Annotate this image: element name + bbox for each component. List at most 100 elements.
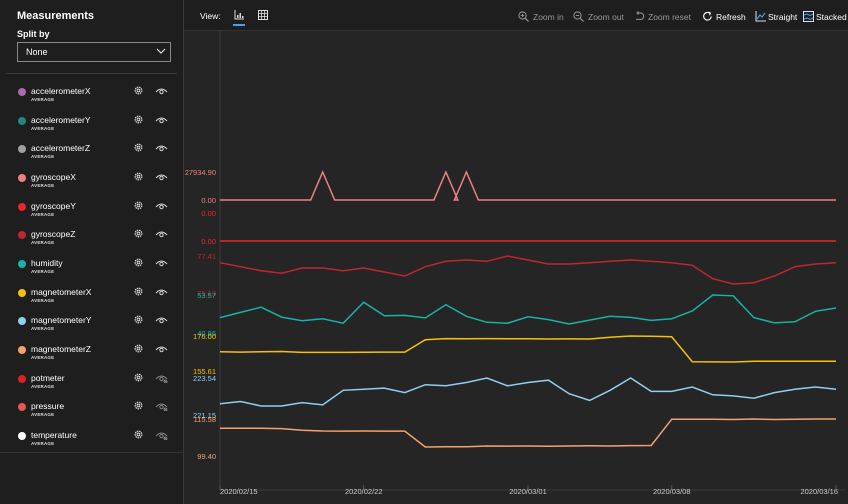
measurement-item[interactable]: magnetometerY AVERAGE (0, 313, 184, 341)
aggregation-label: AVERAGE (31, 354, 55, 360)
eye-icon[interactable] (155, 85, 168, 96)
x-tick-label: 2020/02/22 (345, 487, 383, 496)
measurement-name: accelerometerX (31, 86, 91, 96)
split-by-select[interactable]: None (17, 42, 171, 62)
measurement-item[interactable]: humidity AVERAGE (0, 256, 184, 284)
aggregation-label: AVERAGE (31, 297, 55, 303)
series-line-magnetometerZ[interactable] (220, 418, 836, 448)
gear-icon[interactable] (133, 171, 144, 182)
x-tick-label: 2020/03/16 (800, 487, 838, 496)
gear-icon[interactable] (133, 200, 144, 211)
series-max-label: 176.00 (193, 332, 216, 341)
refresh-button[interactable]: Refresh (716, 12, 746, 22)
measurement-item[interactable]: temperature AVERAGE (0, 428, 184, 456)
zoom-out-button[interactable]: Zoom out (588, 12, 624, 22)
split-by-label: Split by (17, 29, 50, 39)
series-min-label: 99.40 (197, 452, 216, 461)
eye-icon[interactable] (155, 257, 168, 268)
series-min-label: 0.00 (201, 237, 216, 246)
gear-icon[interactable] (133, 314, 144, 325)
eye-icon[interactable] (155, 171, 168, 182)
series-min-label: 155.61 (193, 367, 216, 376)
view-label: View: (200, 11, 221, 21)
refresh-icon[interactable] (702, 11, 713, 22)
straight-button[interactable]: Straight (768, 12, 798, 22)
gear-icon[interactable] (133, 286, 144, 297)
x-tick-label: 2020/03/01 (509, 487, 547, 496)
gear-icon[interactable] (133, 85, 144, 96)
undo-icon[interactable] (634, 11, 645, 22)
aggregation-label: AVERAGE (31, 240, 55, 246)
series-line-gyroscopeX[interactable] (220, 170, 836, 201)
table-view-icon[interactable] (258, 10, 268, 20)
chart-toolbar: View: Zoom in Zoom out Zoom reset Refres… (184, 0, 848, 31)
eye-icon[interactable] (155, 114, 168, 125)
aggregation-label: AVERAGE (31, 268, 55, 274)
measurement-item[interactable]: accelerometerZ AVERAGE (0, 141, 184, 169)
measurement-name: potmeter (31, 372, 65, 383)
sidebar-footer-divider (0, 452, 184, 453)
zoom-in-button[interactable]: Zoom in (533, 12, 564, 22)
x-tick-label: 2020/03/08 (653, 487, 691, 496)
measurement-item[interactable]: gyroscopeY AVERAGE (0, 199, 184, 227)
measurement-item[interactable]: magnetometerX AVERAGE (0, 285, 184, 313)
eye-icon[interactable] (155, 314, 168, 325)
line-chart-view-icon[interactable] (234, 10, 244, 20)
series-max-label: 223.54 (193, 374, 216, 383)
measurement-item[interactable]: potmeter AVERAGE (0, 371, 184, 399)
series-color-dot (18, 345, 26, 354)
eye-icon[interactable] (155, 343, 168, 354)
series-color-dot (18, 231, 26, 240)
gear-icon[interactable] (133, 142, 144, 153)
stacked-icon[interactable] (803, 11, 814, 22)
aggregation-label: AVERAGE (31, 125, 55, 131)
series-max-label: 115.58 (194, 415, 216, 424)
chart-area[interactable]: 27934.90 0.00 0.00 0.00 77.41 75.13 53.57 40.86… (184, 31, 848, 504)
series-color-dot (18, 145, 26, 154)
aggregation-label: AVERAGE (31, 440, 55, 446)
aggregation-label: AVERAGE (31, 412, 55, 418)
split-by-value: None (26, 47, 48, 57)
series-line-magnetometerX[interactable] (219, 335, 836, 363)
gear-icon[interactable] (133, 257, 144, 268)
gear-icon[interactable] (133, 343, 144, 354)
series-color-dot (18, 317, 26, 326)
gear-icon[interactable] (133, 429, 144, 440)
eye-icon[interactable] (155, 286, 168, 297)
measurement-name: accelerometerY (31, 114, 91, 125)
series-line-magnetometerY[interactable] (219, 377, 837, 407)
measurement-item[interactable]: gyroscopeX AVERAGE (0, 170, 184, 198)
measurement-item[interactable]: accelerometerY AVERAGE (0, 113, 184, 141)
eye-icon[interactable] (155, 228, 168, 239)
gear-icon[interactable] (133, 114, 144, 125)
series-min-label: 221.15 (193, 411, 216, 420)
series-color-dot (18, 202, 26, 211)
series-color-dot (18, 374, 26, 383)
straight-line-icon[interactable] (755, 11, 766, 22)
stacked-button[interactable]: Stacked (816, 12, 847, 22)
series-line-gyroscopeZ[interactable] (219, 255, 837, 285)
zoom-reset-button[interactable]: Zoom reset (648, 12, 691, 22)
series-color-dot (18, 116, 26, 125)
series-color-dot (18, 259, 26, 268)
measurement-item[interactable]: gyroscopeZ AVERAGE (0, 227, 184, 255)
measurement-item[interactable]: pressure AVERAGE (0, 399, 184, 427)
gear-icon[interactable] (133, 400, 144, 411)
measurement-name: magnetometerZ (31, 343, 91, 354)
eye-icon[interactable] (155, 200, 168, 211)
zoom-in-icon[interactable] (518, 11, 529, 22)
eye-icon[interactable] (155, 142, 168, 153)
x-tick-label: 2020/02/15 (220, 487, 258, 496)
gear-icon[interactable] (133, 228, 144, 239)
measurement-item[interactable]: magnetometerZ AVERAGE (0, 342, 184, 370)
eye-hidden-icon[interactable] (155, 429, 168, 441)
zoom-out-icon[interactable] (573, 11, 584, 22)
eye-hidden-icon[interactable] (155, 372, 168, 383)
active-view-indicator (233, 24, 245, 26)
series-color-dot (18, 431, 26, 440)
series-line-humidity[interactable] (219, 294, 837, 325)
gear-icon[interactable] (133, 372, 144, 383)
eye-hidden-icon[interactable] (155, 400, 168, 412)
measurement-item[interactable]: accelerometerX AVERAGE (0, 84, 184, 112)
